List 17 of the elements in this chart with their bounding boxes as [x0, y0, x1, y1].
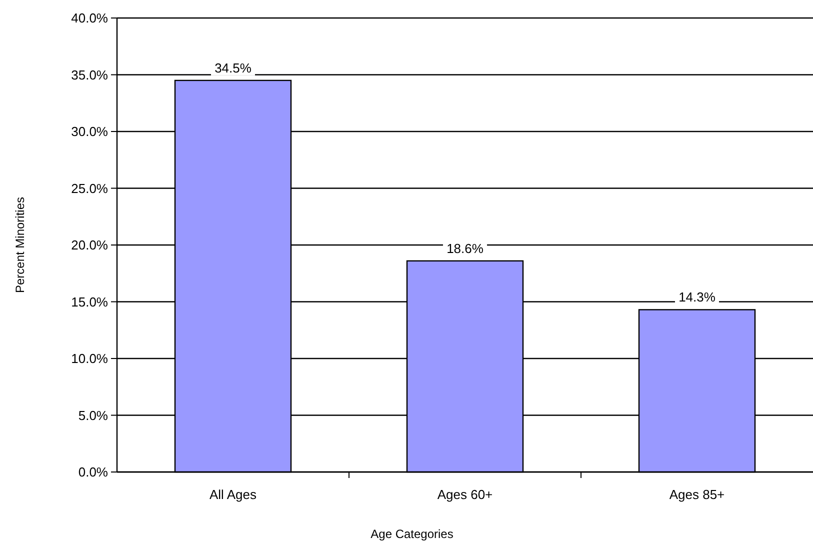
y-axis-title: Percent Minorities [13, 196, 27, 294]
x-tick-label: All Ages [210, 487, 257, 502]
y-tick-label: 5.0% [78, 408, 108, 423]
y-tick-label: 20.0% [71, 238, 108, 253]
y-tick-label: 35.0% [71, 67, 108, 82]
x-tick-label: Ages 60+ [437, 487, 493, 502]
y-tick-label: 25.0% [71, 180, 108, 196]
y-tick-label: 40.0% [71, 10, 108, 26]
y-tick-label: 0.0% [78, 464, 108, 480]
x-axis-title: Age Categories [370, 527, 454, 541]
y-tick-label: 30.0% [71, 124, 108, 140]
y-tick-label: 10.0% [71, 351, 108, 366]
data-label: 14.3% [678, 290, 716, 305]
data-label: 18.6% [446, 240, 484, 256]
x-tick-label: Ages 85+ [669, 487, 725, 502]
data-label: 34.5% [214, 60, 252, 76]
y-tick-label: 15.0% [71, 294, 108, 310]
